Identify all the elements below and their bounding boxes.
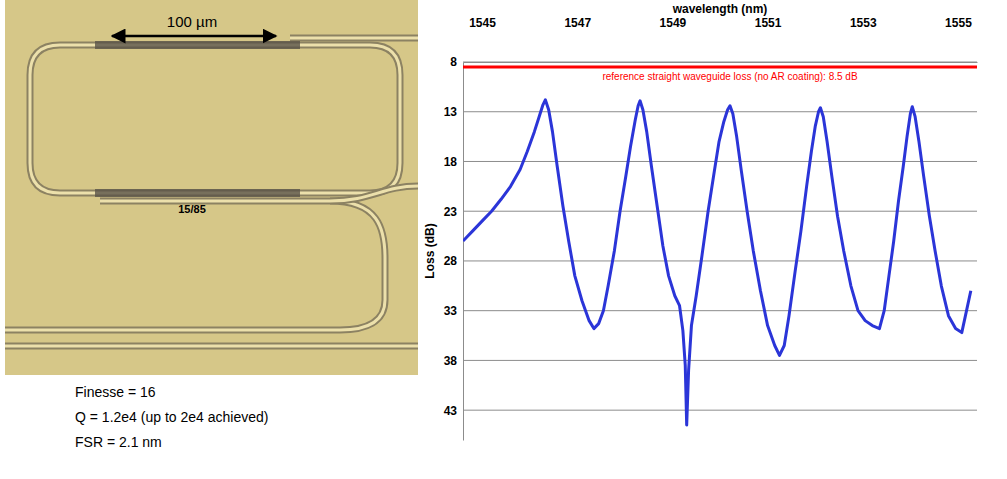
y-tick: 38 [444,354,463,368]
y-tick: 18 [444,155,463,169]
electrode [95,41,300,49]
waveguide-core [5,345,418,348]
y-tick-label: 33 [444,304,458,318]
waveguide-core [30,45,400,193]
x-tick-label: 1549 [660,16,687,30]
x-axis: 1545 1547 1549 1551 1553 1555 [464,16,978,63]
grid-line [463,161,977,162]
x-axis-line [464,62,978,63]
waveguide-core [5,201,385,330]
x-tick-label: 1551 [755,16,782,30]
x-axis-title: wavelength (nm) [672,2,768,16]
plot-marks [463,100,971,425]
reference-line [463,65,977,68]
y-tick-label: 8 [450,55,457,69]
waveguide-outline [290,35,418,42]
y-tick: 33 [444,304,463,318]
x-tick: 1553 [850,16,877,62]
grid-line [463,62,977,63]
y-axis-line [463,63,464,441]
x-tick-label: 1553 [850,16,877,30]
page: 100 µm 15/85 Finesse = 16 Q = 1.2e4 (up to … [0,0,1007,479]
note: FSR = 2.1 nm [75,434,162,450]
waveguide-outline [5,343,418,350]
x-tick-label: 1555 [945,16,972,30]
y-axis: 8 13 18 23 28 33 38 43 [444,55,464,440]
y-tick: 13 [444,105,463,119]
grid-line [463,211,977,212]
waveguide-outline [5,201,385,330]
waveguide-core [290,37,418,40]
note: Q = 1.2e4 (up to 2e4 achieved) [75,409,268,425]
electrode [95,189,300,197]
y-axis-title: Loss (dB) [423,223,437,278]
note: Finesse = 16 [75,384,156,400]
y-tick-label: 13 [444,105,458,119]
y-tick-label: 28 [444,254,458,268]
coupler-label: 15/85 [178,203,206,215]
loss-curve [463,100,971,425]
grid-line [463,360,977,361]
x-tick-label: 1545 [469,16,496,30]
y-tick-label: 38 [444,354,458,368]
x-tick-label: 1547 [564,16,591,30]
y-tick-label: 23 [444,205,458,219]
y-tick: 28 [444,254,463,268]
waveguide-core [330,186,418,201]
waveguide-outline [330,186,418,201]
waveguide-outline [30,45,400,193]
x-tick: 1547 [564,16,591,62]
photo: 100 µm 15/85 [5,0,418,375]
reference-label: reference straight waveguide loss (no AR… [602,71,857,82]
grid-line [463,410,977,411]
y-tick-label: 18 [444,155,458,169]
x-tick: 1549 [660,16,687,62]
x-tick: 1551 [755,16,782,62]
scale-label: 100 µm [167,13,217,30]
y-tick: 43 [444,403,463,417]
y-tick: 8 [450,55,463,69]
x-tick: 1545 [469,16,496,62]
grid-line [463,260,977,261]
photo-background [5,0,418,375]
y-tick: 23 [444,205,463,219]
x-tick: 1555 [945,16,972,62]
y-tick-label: 43 [444,403,458,417]
grid-line [463,310,977,311]
scale-arrow [112,35,276,38]
